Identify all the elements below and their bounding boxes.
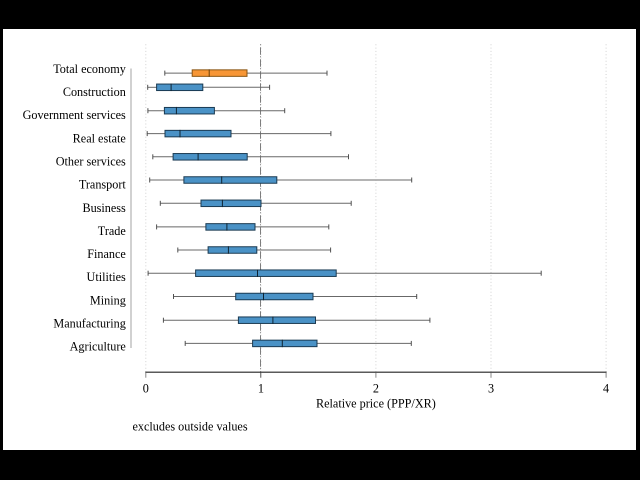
svg-text:Total economy: Total economy — [53, 62, 126, 76]
svg-text:excludes outside values: excludes outside values — [133, 420, 248, 434]
svg-text:Trade: Trade — [98, 224, 126, 238]
svg-text:Transport: Transport — [79, 178, 127, 192]
svg-text:Construction: Construction — [63, 85, 126, 99]
svg-text:0: 0 — [143, 381, 149, 395]
svg-text:Finance: Finance — [87, 247, 126, 261]
svg-text:3: 3 — [488, 381, 494, 395]
svg-text:Manufacturing: Manufacturing — [53, 317, 125, 331]
svg-text:Government services: Government services — [23, 108, 126, 122]
svg-text:Agriculture: Agriculture — [70, 340, 126, 354]
svg-text:Other services: Other services — [56, 154, 126, 168]
svg-text:Utilities: Utilities — [87, 270, 127, 284]
svg-text:4: 4 — [603, 381, 609, 395]
svg-text:1: 1 — [258, 381, 264, 395]
svg-text:Mining: Mining — [90, 293, 126, 307]
svg-text:Real estate: Real estate — [73, 131, 126, 145]
svg-text:Relative price (PPP/XR): Relative price (PPP/XR) — [316, 397, 436, 411]
svg-text:Business: Business — [82, 201, 126, 215]
svg-text:2: 2 — [373, 381, 379, 395]
